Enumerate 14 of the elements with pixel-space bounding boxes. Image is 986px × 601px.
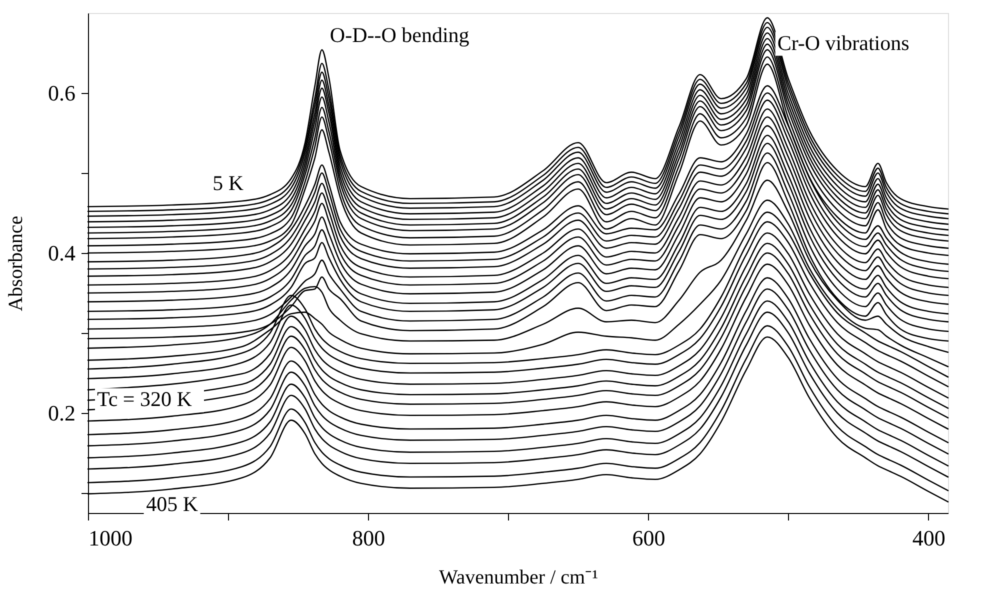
x-tick-label: 600 xyxy=(632,526,666,550)
x-axis-title: Wavenumber / cm⁻¹ xyxy=(438,566,598,588)
y-tick-label: 0.2 xyxy=(48,400,76,426)
y-axis-title: Absorbance xyxy=(5,216,27,312)
y-tick-label: 0.6 xyxy=(48,80,76,106)
annotation: Cr-O vibrations xyxy=(777,30,910,55)
x-tick-label: 400 xyxy=(912,526,946,550)
x-tick-label: 800 xyxy=(352,526,386,550)
x-tick-label: 1000 xyxy=(88,526,132,550)
annotation: O-D--O bending xyxy=(330,22,470,47)
annotation: 405 K xyxy=(146,492,198,516)
annotation: 5 K xyxy=(212,170,244,195)
annotation: Tc = 320 K xyxy=(97,387,192,412)
y-tick-label: 0.4 xyxy=(48,240,76,266)
